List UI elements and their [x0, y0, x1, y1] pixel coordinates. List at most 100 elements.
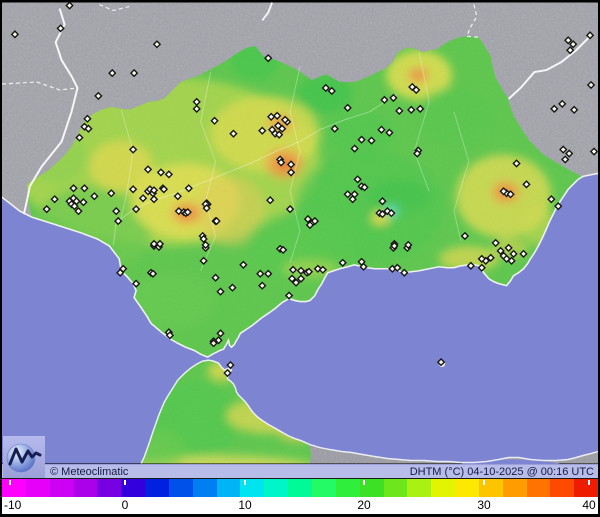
station-marker — [212, 216, 221, 226]
station-marker — [296, 266, 306, 275]
station-marker — [266, 196, 275, 205]
station-marker — [149, 195, 159, 204]
station-marker — [318, 265, 328, 274]
wave-icon — [6, 443, 42, 473]
station-marker — [296, 274, 306, 283]
scale-segment — [216, 479, 241, 497]
station-marker — [387, 208, 396, 218]
river-top — [261, 2, 274, 22]
station-marker — [569, 105, 579, 114]
station-marker — [274, 130, 284, 139]
station-marker — [284, 291, 294, 300]
scale-segment — [335, 479, 360, 497]
station-marker — [466, 261, 476, 270]
station-marker — [287, 274, 297, 283]
station-marker — [264, 54, 273, 63]
station-marker — [310, 216, 320, 226]
station-marker — [377, 125, 386, 134]
station-marker — [156, 168, 166, 177]
station-marker — [276, 158, 286, 167]
station-marker — [395, 106, 404, 115]
station-marker — [264, 269, 273, 278]
station-marker — [359, 262, 368, 271]
station-marker — [108, 68, 117, 78]
station-marker — [258, 281, 267, 290]
scale-tick-notch — [9, 480, 11, 485]
station-marker — [228, 283, 237, 292]
station-marker — [148, 269, 158, 278]
station-marker — [90, 192, 99, 201]
station-marker — [305, 220, 315, 230]
station-marker — [94, 91, 103, 101]
station-marker — [565, 149, 574, 158]
station-marker — [152, 40, 162, 49]
station-marker — [504, 243, 513, 253]
scale-tick-label: 30 — [477, 498, 491, 512]
station-marker — [393, 263, 402, 272]
station-marker — [477, 263, 486, 272]
station-marker — [561, 155, 570, 164]
scale-tick-notch — [363, 480, 365, 485]
scale-tick-label: 10 — [238, 498, 252, 512]
station-marker — [116, 268, 125, 277]
scale-tick-label: -10 — [4, 498, 22, 512]
product-timestamp-label: DHTM (°C) 04-10-2025 @ 00:16 UTC — [409, 465, 594, 478]
station-marker — [280, 115, 290, 124]
scale-segment — [526, 479, 551, 497]
station-marker — [149, 239, 159, 249]
station-marker — [79, 198, 88, 207]
station-marker — [256, 269, 265, 278]
scale-segment — [383, 479, 408, 497]
temperature-scale-labels: -10 0 10 20 30 40 — [2, 497, 598, 514]
map-image — [2, 2, 598, 464]
scale-tick-notch — [244, 480, 246, 485]
station-marker — [558, 99, 567, 109]
station-marker — [585, 31, 595, 40]
station-marker — [288, 265, 298, 274]
station-marker — [436, 357, 446, 367]
station-marker — [10, 30, 20, 39]
border-dashed-northeast — [466, 4, 479, 38]
station-marker — [390, 241, 399, 251]
border-dashed-west — [2, 81, 78, 91]
station-marker — [507, 256, 516, 265]
station-marker — [138, 194, 148, 203]
station-marker — [380, 95, 389, 105]
scale-tick-notch — [483, 480, 485, 485]
station-marker — [70, 202, 79, 211]
scale-segment — [240, 479, 265, 497]
scale-segment — [431, 479, 456, 497]
station-marker — [149, 186, 159, 195]
station-marker — [385, 128, 394, 137]
station-marker — [199, 234, 208, 244]
station-marker — [404, 240, 413, 250]
station-marker — [258, 126, 267, 135]
station-marker — [499, 187, 508, 196]
station-marker — [56, 24, 65, 33]
station-marker — [216, 329, 225, 338]
scale-segment — [121, 479, 146, 497]
station-marker — [360, 183, 369, 192]
station-marker — [74, 206, 83, 216]
river-northeast — [507, 34, 592, 100]
station-marker — [239, 260, 248, 269]
scale-segment — [574, 479, 599, 497]
station-marker — [357, 135, 366, 144]
station-marker — [321, 83, 330, 93]
river-guadiana — [22, 8, 79, 215]
scale-segment — [145, 479, 169, 497]
station-marker — [330, 124, 339, 133]
station-marker — [65, 2, 74, 10]
station-marker — [223, 368, 232, 378]
station-marker — [128, 145, 138, 154]
station-marker — [114, 216, 123, 226]
station-marker — [566, 46, 575, 55]
station-marker — [174, 206, 183, 216]
scale-tick-label: 40 — [582, 498, 596, 512]
station-marker — [69, 184, 78, 193]
scale-segment — [407, 479, 432, 497]
station-marker — [550, 104, 559, 113]
station-marker — [522, 180, 531, 189]
attribution-bar: © Meteoclimatic DHTM (°C) 04-10-2025 @ 0… — [2, 464, 598, 478]
